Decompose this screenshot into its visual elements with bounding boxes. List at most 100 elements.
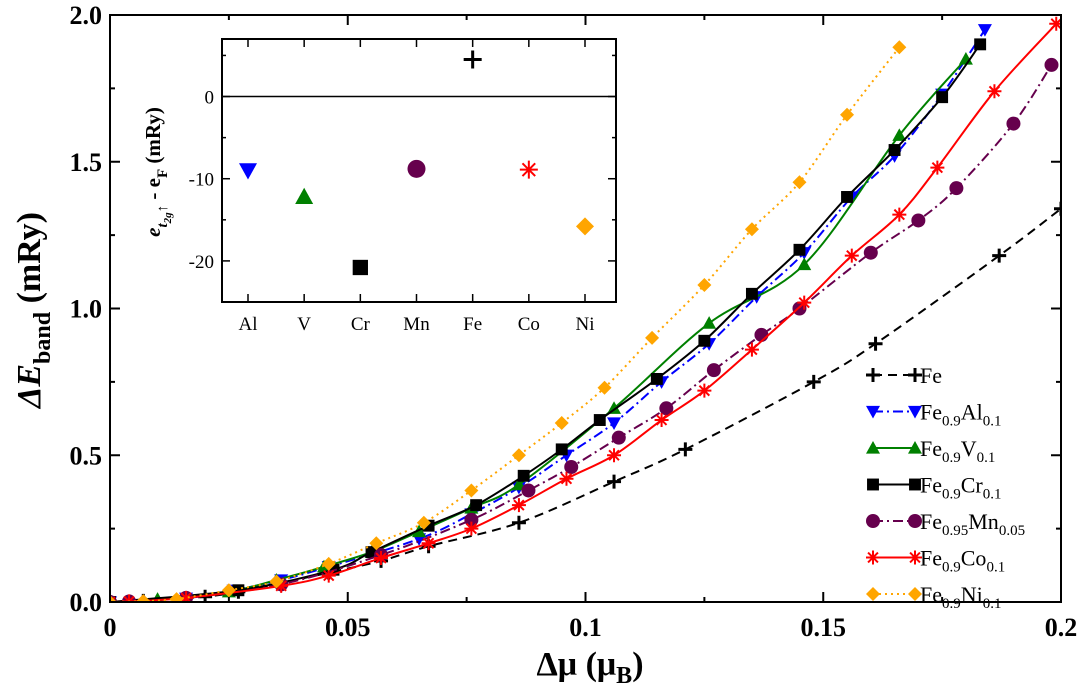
- point-fe0-95mn0-05-8: [611, 430, 626, 445]
- point-fe0-9cr0-1-14: [888, 144, 901, 156]
- point-fe0-9v0-1-12: [892, 128, 907, 141]
- legend-label-fe0-9co0-1: Fe0.9Co0.1: [920, 546, 1005, 576]
- point-fe0-9co0-1-18: [987, 84, 1002, 99]
- point-fe0-9ni0-1-0: [110, 595, 117, 602]
- inset-point-mn: [407, 159, 426, 178]
- point-fe-13: [992, 248, 1007, 263]
- inset-x-tick-label-co: Co: [518, 314, 540, 335]
- point-fe0-95mn0-05-9: [659, 401, 674, 416]
- point-fe0-9co0-1-17: [930, 160, 945, 175]
- y-tick-label-1: 0.5: [70, 441, 103, 470]
- point-fe0-9ni0-1-14: [744, 222, 759, 237]
- legend-entry-fe0-95mn0-05: Fe0.95Mn0.05: [866, 509, 1025, 539]
- legend-marker-end-fe0-9v0-1: [908, 441, 922, 454]
- inset-content: Al V Cr Mn Fe Co Ni -20 -10 0: [189, 39, 616, 335]
- legend-marker-end-fe: [908, 368, 922, 382]
- y-axis-title: ΔEband (mRy): [11, 212, 56, 410]
- inset-point-cr: [352, 259, 368, 276]
- legend-marker-end-fe0-95mn0-05: [908, 514, 922, 528]
- inset-point-fe: [463, 50, 482, 69]
- point-fe0-9co0-1-9: [559, 471, 574, 486]
- x-axis-title: Δμ (μB): [536, 646, 643, 689]
- x-tick-label-4: 0.2: [1045, 613, 1078, 642]
- legend-label-fe0-9v0-1: Fe0.9V0.1: [920, 436, 995, 466]
- point-fe0-9cr0-1-6: [517, 469, 530, 482]
- point-fe-10: [678, 442, 693, 457]
- point-fe0-9co0-1-14: [797, 295, 812, 310]
- point-fe0-9ni0-1-17: [892, 40, 907, 55]
- point-fe0-9cr0-1-5: [470, 499, 483, 512]
- point-fe0-9al0-1-9: [607, 417, 622, 430]
- inset-x-tick-label-mn: Mn: [403, 314, 430, 335]
- point-fe0-9v0-1-10: [702, 316, 717, 329]
- x-tick-label-0: 0: [104, 613, 117, 642]
- inset-y-tick-label-0: -20: [189, 252, 214, 273]
- point-fe0-9cr0-1-8: [593, 414, 606, 426]
- y-tick-label-4: 2.0: [70, 1, 103, 30]
- x-tick-label-3: 0.15: [801, 613, 847, 642]
- point-fe0-9ni0-1-4: [269, 574, 284, 589]
- point-fe-8: [511, 515, 526, 530]
- point-fe0-9co0-1-10: [607, 448, 622, 463]
- series-fe0-9ni0-1: [110, 40, 907, 602]
- point-fe0-9cr0-1-7: [555, 443, 568, 456]
- inset-x-tick-label-cr: Cr: [351, 314, 371, 335]
- inset-x-tick-label-al: Al: [239, 314, 258, 335]
- legend-entry-fe0-9v0-1: Fe0.9V0.1: [866, 436, 995, 466]
- point-fe0-9co0-1-16: [892, 207, 907, 222]
- point-fe0-9ni0-1-7: [416, 515, 431, 530]
- point-fe0-9ni0-1-15: [792, 175, 807, 190]
- point-fe0-95mn0-05-7: [564, 459, 579, 474]
- series-line-fe0-9al0-1: [110, 29, 986, 602]
- point-fe0-9ni0-1-9: [511, 448, 526, 463]
- inset-x-tick-label-v: V: [297, 314, 311, 335]
- point-fe0-95mn0-05-13: [863, 245, 878, 260]
- point-fe0-95mn0-05-5: [464, 512, 479, 527]
- legend-label-fe0-9ni0-1: Fe0.9Ni0.1: [920, 582, 1002, 612]
- point-fe0-9ni0-1-1: [136, 594, 151, 602]
- inset-point-v: [295, 187, 314, 204]
- legend-marker-start-fe0-95mn0-05: [866, 514, 880, 528]
- point-fe0-9co0-1-2: [179, 590, 194, 602]
- inset-x-tick-label-ni: Ni: [576, 314, 595, 335]
- point-fe0-9co0-1-13: [744, 342, 759, 357]
- main-axis-ticks: 0 0.05 0.1 0.15 0.2 0.0 0.5 1.0 1.5 2.0: [70, 1, 1078, 642]
- point-fe0-9ni0-1-11: [597, 380, 612, 395]
- point-fe0-9ni0-1-10: [554, 415, 569, 430]
- point-fe0-9ni0-1-3: [221, 583, 236, 598]
- legend-marker-end-fe0-9cr0-1: [909, 478, 921, 491]
- point-fe0-95mn0-05-11: [754, 327, 769, 342]
- x-tick-label-2: 0.1: [569, 613, 602, 642]
- point-fe0-9cr0-1-11: [745, 287, 758, 300]
- legend-label-fe0-9al0-1: Fe0.9Al0.1: [920, 400, 1002, 430]
- point-fe0-9al0-1-17: [977, 24, 992, 37]
- legend-marker-start-fe0-9v0-1: [866, 441, 880, 454]
- series-fe0-9co0-1: [110, 16, 1061, 602]
- inset-x-tick-label-fe: Fe: [463, 314, 482, 335]
- point-fe0-9v0-1-9: [607, 401, 622, 414]
- legend-marker-start-fe: [866, 368, 880, 382]
- point-fe0-95mn0-05-15: [949, 181, 964, 196]
- inset-point-co: [519, 160, 538, 179]
- legend-marker-start-fe0-9cr0-1: [867, 478, 879, 491]
- point-fe0-9cr0-1-9: [650, 372, 663, 385]
- point-fe-14: [1054, 201, 1061, 216]
- point-fe0-9co0-1-4: [321, 568, 336, 583]
- x-tick-label-1: 0.05: [325, 613, 371, 642]
- point-fe0-9cr0-1-1: [232, 584, 245, 597]
- inset-y-axis-title: et2g↑ - eF (mRy): [141, 107, 174, 237]
- point-fe0-9co0-1-7: [464, 521, 479, 536]
- legend-label-fe0-95mn0-05: Fe0.95Mn0.05: [920, 509, 1025, 539]
- point-fe0-9co0-1-11: [654, 413, 669, 428]
- legend-entry-fe0-9cr0-1: Fe0.9Cr0.1: [867, 473, 1002, 503]
- point-fe0-9cr0-1-10: [698, 334, 711, 347]
- inset-point-ni: [576, 217, 594, 236]
- point-fe0-95mn0-05-6: [521, 483, 536, 498]
- point-fe0-9co0-1-5: [374, 550, 389, 565]
- point-fe0-9ni0-1-6: [369, 536, 384, 551]
- inset-chart: Al V Cr Mn Fe Co Ni -20 -10 0 et2g↑ - eF (mRy): [141, 38, 617, 335]
- point-fe0-9v0-1-11: [797, 257, 812, 271]
- point-fe0-9ni0-1-13: [697, 278, 712, 293]
- point-fe-11: [806, 374, 821, 389]
- point-fe0-95mn0-05-16: [1006, 116, 1021, 131]
